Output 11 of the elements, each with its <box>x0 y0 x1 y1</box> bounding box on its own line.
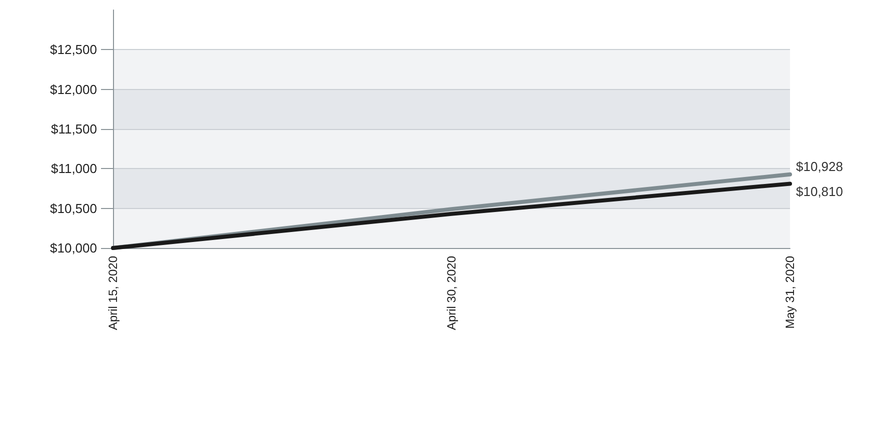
y-tick-label: $11,000 <box>50 161 97 176</box>
y-tick-label: $11,500 <box>50 122 97 136</box>
x-tick-label: May 31, 2020 <box>783 256 797 329</box>
y-tick-label: $12,000 <box>50 82 97 97</box>
y-tick-label: $10,000 <box>50 240 97 256</box>
data-label: $10,810 <box>796 184 843 200</box>
x-tick-label: April 30, 2020 <box>444 256 458 330</box>
x-tick-label: April 15, 2020 <box>106 256 120 330</box>
data-label: $10,928 <box>796 158 843 174</box>
y-tick-label: $10,500 <box>50 200 97 216</box>
y-tick-label: $12,500 <box>50 42 97 58</box>
